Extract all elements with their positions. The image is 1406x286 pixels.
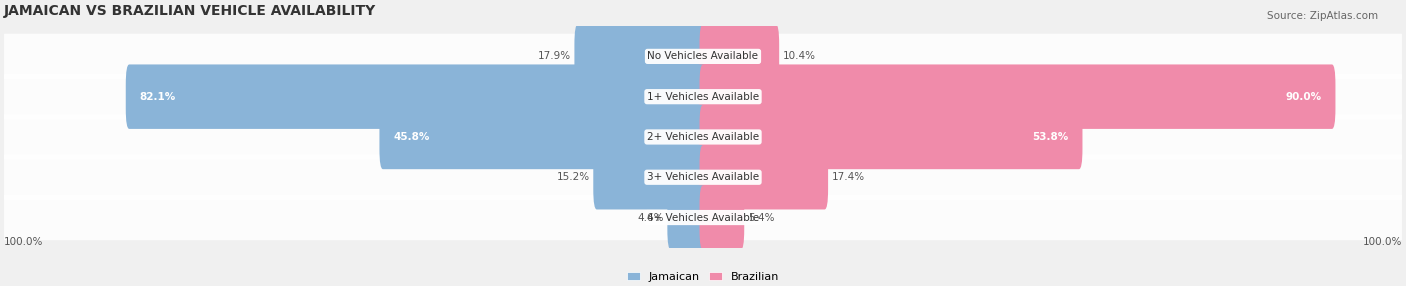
FancyBboxPatch shape <box>700 105 1083 169</box>
FancyBboxPatch shape <box>700 24 779 89</box>
Text: 1+ Vehicles Available: 1+ Vehicles Available <box>647 92 759 102</box>
FancyBboxPatch shape <box>4 155 1402 200</box>
Legend: Jamaican, Brazilian: Jamaican, Brazilian <box>627 272 779 282</box>
Text: Source: ZipAtlas.com: Source: ZipAtlas.com <box>1267 11 1378 21</box>
FancyBboxPatch shape <box>575 24 706 89</box>
FancyBboxPatch shape <box>700 145 828 209</box>
Text: 15.2%: 15.2% <box>557 172 589 182</box>
Text: 100.0%: 100.0% <box>4 237 44 247</box>
Text: 10.4%: 10.4% <box>783 51 815 61</box>
Text: 82.1%: 82.1% <box>139 92 176 102</box>
Text: 17.9%: 17.9% <box>538 51 571 61</box>
FancyBboxPatch shape <box>125 64 706 129</box>
FancyBboxPatch shape <box>4 114 1402 160</box>
Text: 2+ Vehicles Available: 2+ Vehicles Available <box>647 132 759 142</box>
Text: 4.6%: 4.6% <box>637 212 664 223</box>
FancyBboxPatch shape <box>593 145 706 209</box>
Text: 53.8%: 53.8% <box>1032 132 1069 142</box>
Text: 3+ Vehicles Available: 3+ Vehicles Available <box>647 172 759 182</box>
Text: 90.0%: 90.0% <box>1285 92 1322 102</box>
Text: No Vehicles Available: No Vehicles Available <box>648 51 758 61</box>
FancyBboxPatch shape <box>700 185 744 250</box>
Text: 5.4%: 5.4% <box>748 212 775 223</box>
Text: 17.4%: 17.4% <box>831 172 865 182</box>
Text: 45.8%: 45.8% <box>394 132 430 142</box>
FancyBboxPatch shape <box>380 105 706 169</box>
FancyBboxPatch shape <box>4 195 1402 240</box>
FancyBboxPatch shape <box>4 34 1402 79</box>
Text: 100.0%: 100.0% <box>1362 237 1402 247</box>
FancyBboxPatch shape <box>4 74 1402 119</box>
Text: JAMAICAN VS BRAZILIAN VEHICLE AVAILABILITY: JAMAICAN VS BRAZILIAN VEHICLE AVAILABILI… <box>4 4 377 18</box>
FancyBboxPatch shape <box>668 185 706 250</box>
FancyBboxPatch shape <box>700 64 1336 129</box>
Text: 4+ Vehicles Available: 4+ Vehicles Available <box>647 212 759 223</box>
